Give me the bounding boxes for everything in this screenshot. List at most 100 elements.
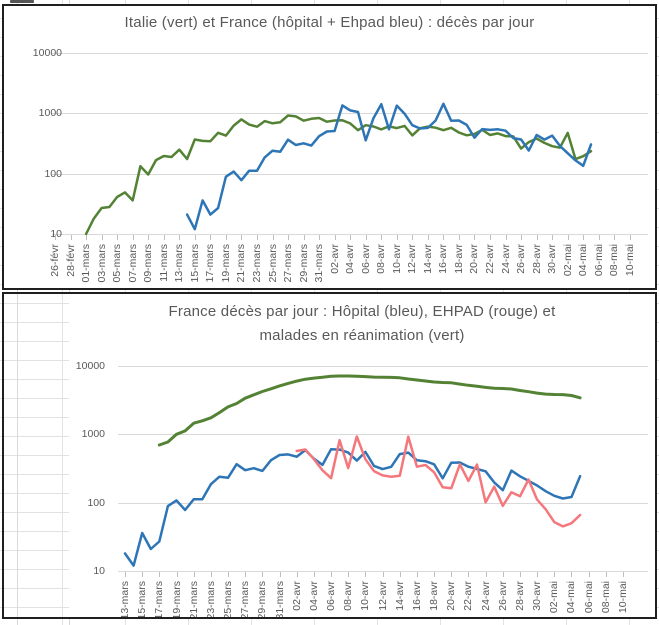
x-axis-tick <box>228 572 229 577</box>
x-axis-tick <box>304 235 305 240</box>
x-axis-tick <box>397 235 398 240</box>
x-axis-tick <box>257 235 258 240</box>
gridline <box>118 434 648 435</box>
x-axis-tick <box>280 572 281 577</box>
plot-area: 10000 1000 100 10 26-févr 28-févr 01-mars 03-ma… <box>4 6 655 288</box>
x-axis-tick <box>552 235 553 240</box>
x-axis-tick <box>589 572 590 577</box>
x-axis-tick <box>474 235 475 240</box>
y-axis-label: 10000 <box>75 360 105 372</box>
series-line-france-total <box>185 102 593 231</box>
x-axis-tick <box>273 235 274 240</box>
series-line-ehpad <box>295 435 582 528</box>
series-line-italie <box>84 114 593 236</box>
series-line-hopital <box>123 447 582 567</box>
cropped-row-remnant <box>10 0 34 3</box>
gridline <box>118 571 648 572</box>
y-axis-label: 100 <box>87 497 105 509</box>
x-axis-tick <box>177 572 178 577</box>
x-axis-tick <box>554 572 555 577</box>
x-axis-tick <box>195 235 196 240</box>
x-axis-tick <box>245 572 246 577</box>
y-axis-label: 1000 <box>81 428 105 440</box>
x-axis-tick <box>331 572 332 577</box>
x-axis-tick <box>125 572 126 577</box>
chart-title: France décès par jour : Hôpital (bleu), … <box>69 300 655 348</box>
series-plot <box>123 374 582 567</box>
x-axis-tick <box>348 572 349 577</box>
x-axis-tick <box>262 572 263 577</box>
x-axis-tick <box>86 235 87 240</box>
x-axis-tick <box>434 572 435 577</box>
x-axis-tick <box>179 235 180 240</box>
gridline <box>52 113 648 114</box>
chart-france-detail[interactable]: France décès par jour : Hôpital (bleu), … <box>2 292 657 619</box>
x-axis-tick <box>521 235 522 240</box>
gridline <box>52 234 648 235</box>
x-axis-tick <box>503 572 504 577</box>
x-axis-tick <box>350 235 351 240</box>
x-axis-tick <box>335 235 336 240</box>
x-axis-tick <box>210 235 211 240</box>
x-axis-tick <box>606 572 607 577</box>
x-axis-tick <box>599 235 600 240</box>
x-axis-tick <box>468 572 469 577</box>
y-axis-label: 10000 <box>32 47 62 59</box>
chart-title-line1: France décès par jour : Hôpital (bleu), … <box>168 303 556 320</box>
x-axis-tick <box>102 235 103 240</box>
x-axis-tick <box>490 235 491 240</box>
x-axis-tick <box>133 235 134 240</box>
x-axis-tick <box>623 572 624 577</box>
y-axis-label: 10 <box>93 565 105 577</box>
gridline <box>52 174 648 175</box>
x-axis-tick <box>443 235 444 240</box>
x-axis-tick <box>459 235 460 240</box>
y-axis-label: 10 <box>50 228 62 240</box>
x-axis-tick <box>381 235 382 240</box>
x-axis-tick <box>583 235 584 240</box>
x-axis-tick <box>412 235 413 240</box>
x-axis-tick <box>288 235 289 240</box>
x-axis-tick <box>71 235 72 240</box>
x-axis-tick <box>148 235 149 240</box>
x-axis-tick <box>117 235 118 240</box>
chart-italie-france[interactable]: Italie (vert) et France (hôpital + Ehpad… <box>2 4 657 290</box>
x-axis-tick <box>164 235 165 240</box>
series-plot <box>84 102 593 236</box>
x-axis-tick <box>314 572 315 577</box>
x-axis-tick <box>537 572 538 577</box>
x-axis-tick <box>241 235 242 240</box>
x-axis-tick <box>365 572 366 577</box>
plot-area: 10000 1000 100 10 13-mars 15-mars 17-mars 19-ma… <box>4 294 655 617</box>
x-axis-tick <box>55 235 56 240</box>
x-axis-tick <box>568 235 569 240</box>
x-axis-tick <box>226 235 227 240</box>
chart-title-line2: malades en réanimation (vert) <box>259 327 465 344</box>
x-axis-tick <box>159 572 160 577</box>
x-axis-tick <box>520 572 521 577</box>
chart-title: Italie (vert) et France (hôpital + Ehpad… <box>124 14 535 31</box>
x-axis-tick <box>537 235 538 240</box>
y-axis-label: 1000 <box>38 107 62 119</box>
x-axis-tick <box>383 572 384 577</box>
x-axis-tick <box>211 572 212 577</box>
gridline <box>118 366 648 367</box>
x-axis-tick <box>194 572 195 577</box>
gridline <box>118 503 648 504</box>
x-axis-tick <box>428 235 429 240</box>
x-axis-tick <box>571 572 572 577</box>
x-axis-tick <box>319 235 320 240</box>
x-axis-tick <box>142 572 143 577</box>
x-axis-tick <box>451 572 452 577</box>
x-axis-tick <box>417 572 418 577</box>
x-axis-tick <box>486 572 487 577</box>
gridline <box>52 53 648 54</box>
x-axis-tick <box>630 235 631 240</box>
x-axis-tick <box>614 235 615 240</box>
y-axis-label: 100 <box>44 168 62 180</box>
x-axis-tick <box>297 572 298 577</box>
series-line-reanimation <box>157 374 582 447</box>
x-axis-tick <box>506 235 507 240</box>
x-axis-tick <box>366 235 367 240</box>
x-axis-tick <box>400 572 401 577</box>
